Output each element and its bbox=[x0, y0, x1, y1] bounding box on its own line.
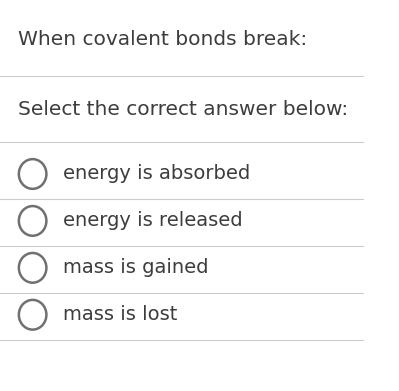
Text: energy is released: energy is released bbox=[63, 212, 243, 230]
Text: energy is absorbed: energy is absorbed bbox=[63, 165, 251, 183]
Text: mass is lost: mass is lost bbox=[63, 305, 178, 324]
Text: mass is gained: mass is gained bbox=[63, 258, 209, 277]
Text: Select the correct answer below:: Select the correct answer below: bbox=[18, 100, 348, 119]
Text: When covalent bonds break:: When covalent bonds break: bbox=[18, 30, 307, 48]
